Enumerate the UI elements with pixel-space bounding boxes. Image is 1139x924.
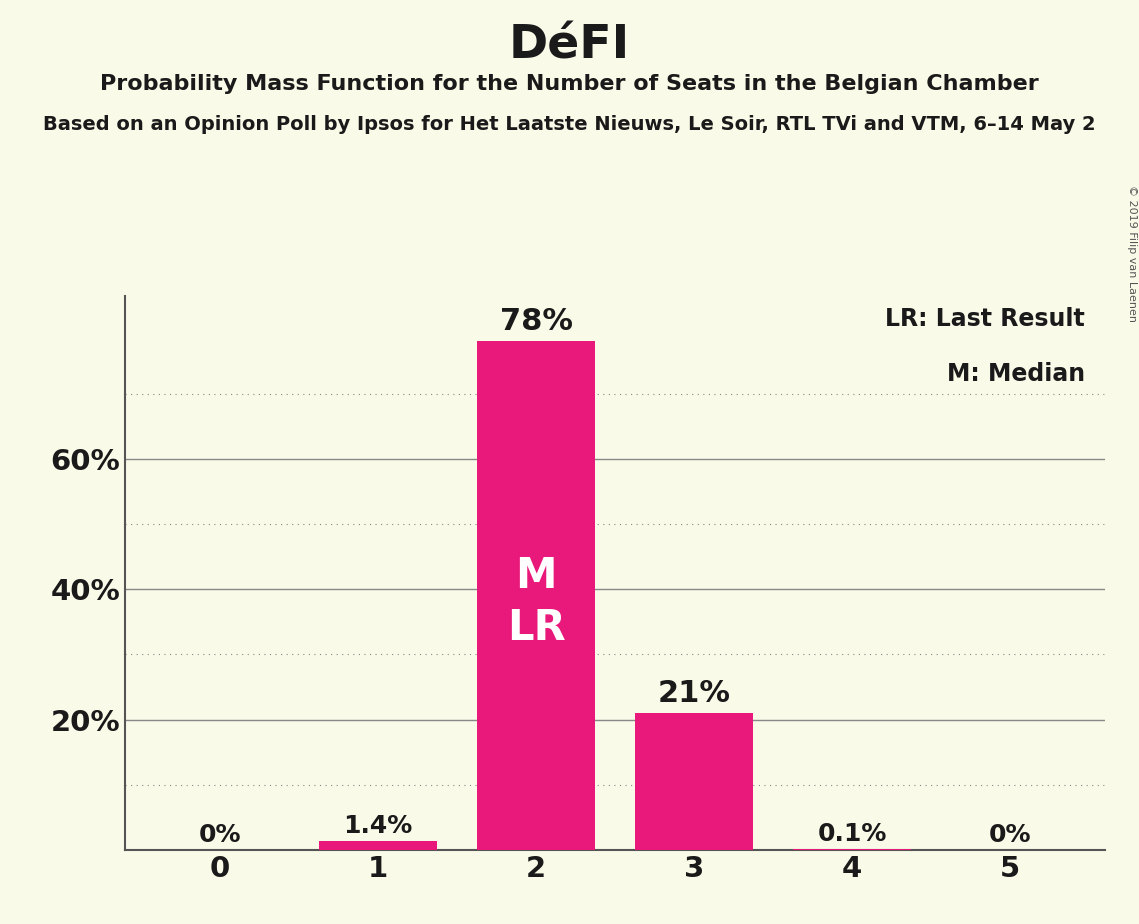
Text: © 2019 Filip van Laenen: © 2019 Filip van Laenen <box>1126 185 1137 322</box>
Text: 78%: 78% <box>500 307 573 336</box>
Text: LR: LR <box>507 607 565 650</box>
Bar <box>634 713 753 850</box>
Text: 0.1%: 0.1% <box>818 822 887 846</box>
Text: M: M <box>515 555 557 597</box>
Text: Based on an Opinion Poll by Ipsos for Het Laatste Nieuws, Le Soir, RTL TVi and V: Based on an Opinion Poll by Ipsos for He… <box>43 116 1096 135</box>
Bar <box>319 841 437 850</box>
Text: 1.4%: 1.4% <box>344 814 412 838</box>
Text: DéFI: DéFI <box>509 23 630 68</box>
Text: 0%: 0% <box>989 822 1031 846</box>
Text: M: Median: M: Median <box>948 362 1085 386</box>
Text: 0%: 0% <box>199 822 241 846</box>
Text: LR: Last Result: LR: Last Result <box>885 307 1085 331</box>
Bar <box>477 341 596 850</box>
Text: 21%: 21% <box>657 679 730 708</box>
Text: Probability Mass Function for the Number of Seats in the Belgian Chamber: Probability Mass Function for the Number… <box>100 74 1039 94</box>
